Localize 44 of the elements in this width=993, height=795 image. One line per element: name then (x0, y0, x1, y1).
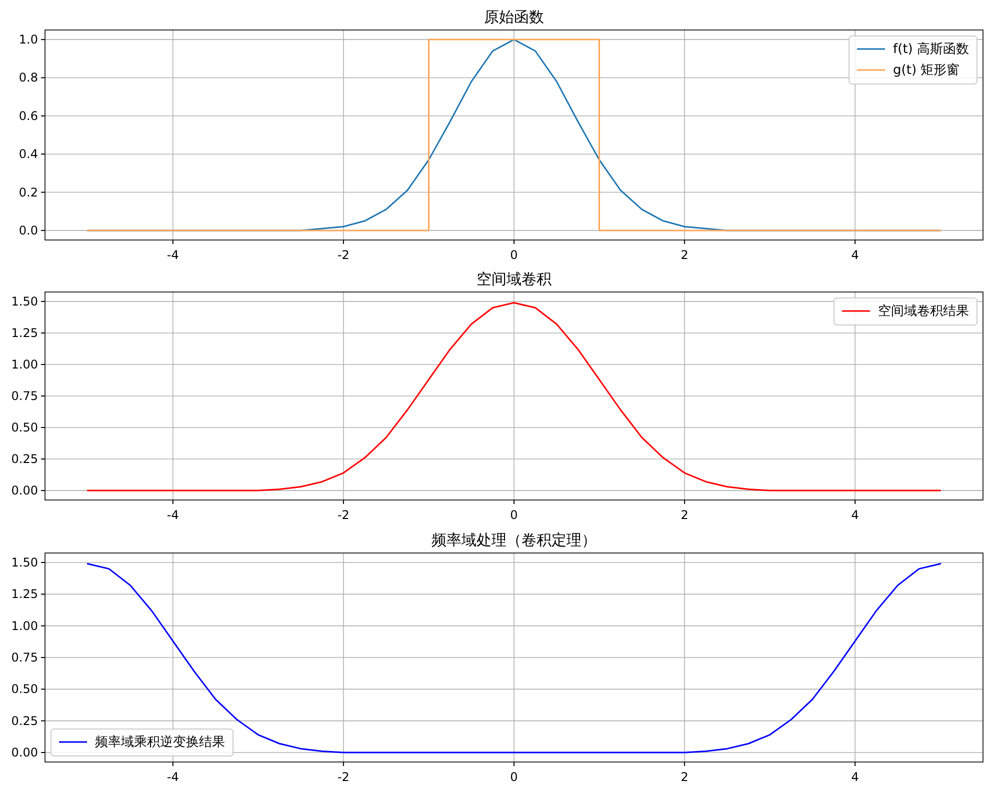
legend-label: 空间域卷积结果 (878, 304, 969, 319)
y-tick-label: 0.75 (11, 389, 38, 403)
y-tick-label: 0.4 (18, 147, 38, 162)
x-tick-label: 2 (680, 508, 688, 522)
y-tick-label: 0.00 (11, 484, 38, 498)
legend-label: g(t) 矩形窗 (893, 62, 960, 78)
y-tick-label: 1.0 (18, 32, 38, 47)
y-tick-label: 1.25 (11, 326, 38, 340)
chart-title: 频率域处理（卷积定理） (432, 531, 596, 549)
legend-label: f(t) 高斯函数 (893, 41, 969, 57)
x-tick-label: 0 (510, 508, 518, 522)
x-tick-label: 2 (680, 770, 688, 784)
y-tick-label: 0.2 (18, 185, 38, 200)
y-tick-label: 1.50 (11, 556, 38, 570)
y-tick-label: 0.25 (11, 714, 38, 728)
chart-title: 空间域卷积 (476, 270, 552, 288)
y-tick-label: 0.00 (11, 746, 38, 760)
y-tick-label: 0.75 (11, 650, 38, 664)
x-tick-label: -4 (166, 248, 179, 262)
line-series (86, 563, 942, 754)
x-tick-label: -2 (337, 248, 350, 262)
x-tick-label: -4 (166, 770, 179, 784)
y-tick-label: 0.0 (18, 223, 38, 238)
y-tick-label: 0.6 (18, 108, 38, 123)
y-tick-label: 1.25 (11, 587, 38, 602)
x-tick-label: 4 (851, 508, 859, 522)
y-tick-label: 0.25 (11, 452, 38, 466)
chart-title: 原始函数 (484, 8, 544, 26)
y-tick-label: 0.8 (18, 70, 38, 85)
y-tick-label: 0.50 (11, 420, 38, 435)
x-tick-label: -2 (337, 508, 350, 522)
x-tick-label: 0 (510, 248, 518, 262)
y-tick-label: 1.00 (11, 618, 38, 633)
x-tick-label: 4 (851, 248, 859, 262)
y-tick-label: 1.50 (11, 294, 38, 308)
x-tick-label: 2 (680, 248, 688, 262)
x-tick-label: 4 (851, 770, 859, 784)
line-series (86, 302, 942, 492)
x-tick-label: 0 (510, 770, 518, 784)
x-tick-label: -2 (337, 770, 350, 784)
y-tick-label: 1.00 (11, 357, 38, 372)
y-tick-label: 0.50 (11, 682, 38, 696)
legend-label: 频率域乘积逆变换结果 (95, 734, 225, 750)
x-tick-label: -4 (166, 508, 179, 522)
